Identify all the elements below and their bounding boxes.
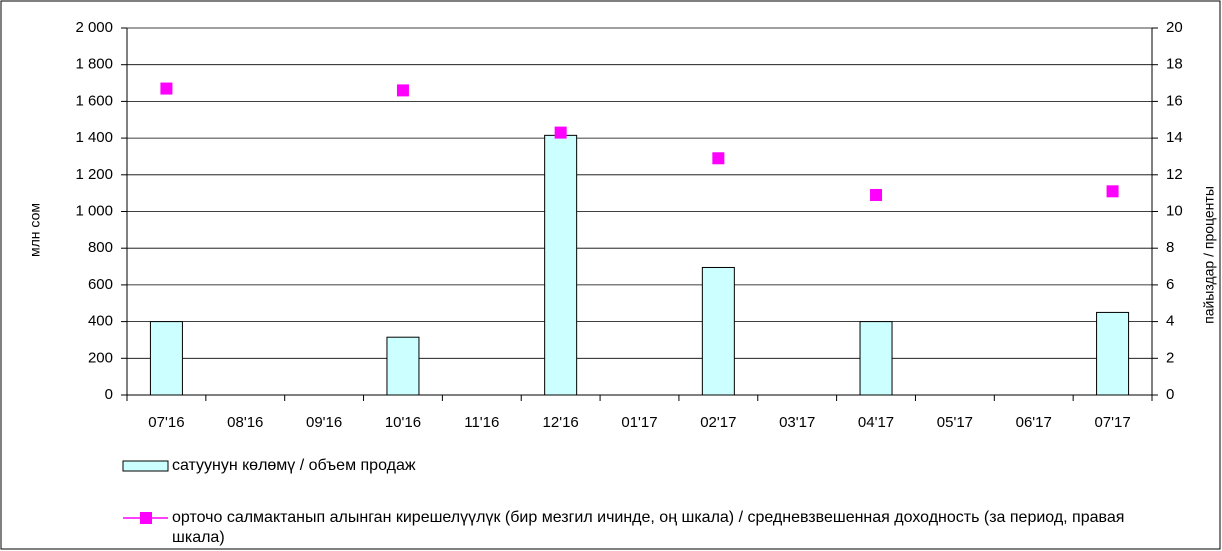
y2-tick-label: 4 <box>1166 313 1174 330</box>
y2-tick-label: 10 <box>1166 202 1183 219</box>
x-tick-label: 11'16 <box>464 414 499 431</box>
y-tick-label: 1 400 <box>75 129 113 146</box>
legend-label: сатуунун көлөмү / объем продаж <box>172 457 416 474</box>
x-tick-label: 10'16 <box>385 414 421 431</box>
y-axis-title: млн сом <box>27 203 43 257</box>
y-tick-label: 1 600 <box>75 92 113 109</box>
y-tick-label: 1 800 <box>75 56 113 73</box>
marker <box>1106 185 1119 198</box>
y2-tick-label: 20 <box>1166 19 1183 36</box>
marker <box>712 152 725 165</box>
legend-swatch <box>122 460 169 472</box>
marker <box>554 126 567 139</box>
bar <box>859 321 893 396</box>
x-tick-label: 09'16 <box>306 414 342 431</box>
legend-swatch <box>140 512 152 524</box>
x-tick-label: 03'17 <box>779 414 815 431</box>
y-tick-label: 200 <box>88 349 113 366</box>
y2-tick-label: 6 <box>1166 276 1174 293</box>
x-tick-label: 12'16 <box>543 414 579 431</box>
y2-tick-label: 2 <box>1166 349 1174 366</box>
y-tick-label: 600 <box>88 276 113 293</box>
y2-tick-label: 14 <box>1166 129 1183 146</box>
y-tick-label: 2 000 <box>75 19 113 36</box>
x-tick-label: 02'17 <box>700 414 736 431</box>
legend-label: орточо салмактанып алынган кирешелүүлүк … <box>172 509 1125 546</box>
y-tick-label: 800 <box>88 239 113 256</box>
bar <box>149 321 183 396</box>
y2-tick-label: 16 <box>1166 92 1183 109</box>
bar <box>701 266 735 396</box>
y-tick-label: 0 <box>105 386 113 403</box>
y-tick-label: 1 000 <box>75 202 113 219</box>
y2-tick-label: 12 <box>1166 166 1183 183</box>
x-tick-label: 05'17 <box>937 414 973 431</box>
y2-axis-title: пайыздар / проценты <box>1201 186 1217 324</box>
bar <box>544 134 578 396</box>
y-tick-label: 1 200 <box>75 166 113 183</box>
marker <box>396 84 409 97</box>
marker <box>160 82 173 95</box>
y2-tick-label: 8 <box>1166 239 1174 256</box>
y-tick-label: 400 <box>88 313 113 330</box>
x-tick-label: 08'16 <box>227 414 263 431</box>
x-tick-label: 07'17 <box>1094 414 1130 431</box>
y2-tick-label: 0 <box>1166 386 1174 403</box>
bar <box>386 336 420 396</box>
x-tick-label: 01'17 <box>621 414 657 431</box>
marker <box>870 188 883 201</box>
x-tick-label: 07'16 <box>148 414 184 431</box>
x-tick-label: 06'17 <box>1016 414 1052 431</box>
bar <box>1096 311 1130 396</box>
x-tick-label: 04'17 <box>858 414 894 431</box>
y2-tick-label: 18 <box>1166 56 1183 73</box>
